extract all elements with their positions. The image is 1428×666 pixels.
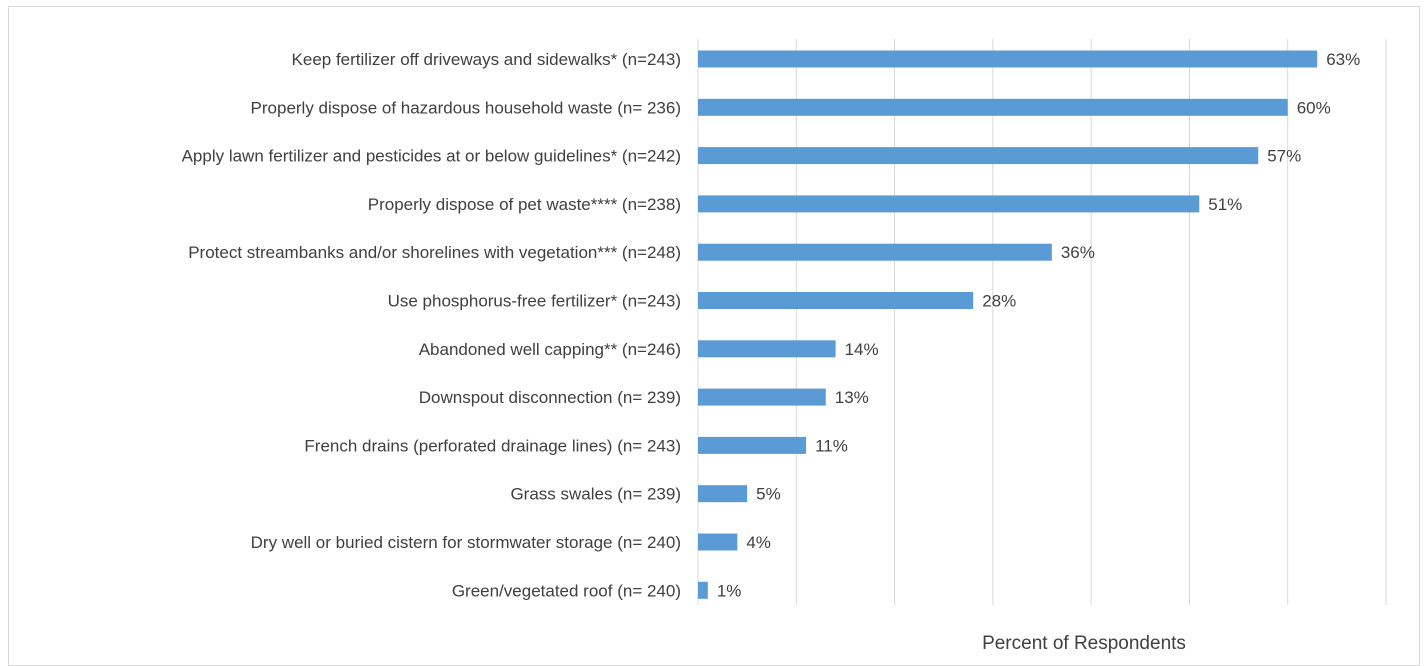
category-label-11: Dry well or buried cistern for stormwate… — [251, 533, 681, 552]
value-label-2: 60% — [1297, 98, 1331, 117]
bar-3 — [698, 147, 1259, 165]
bar-8 — [698, 388, 826, 406]
bar-12 — [698, 581, 708, 599]
category-label-1: Keep fertilizer off driveways and sidewa… — [292, 50, 681, 69]
bar-10 — [698, 485, 748, 503]
category-label-12: Green/vegetated roof (n= 240) — [452, 581, 681, 600]
value-label-6: 28% — [982, 292, 1016, 311]
value-label-8: 13% — [835, 388, 869, 407]
bar-2 — [698, 98, 1288, 116]
bar-11 — [698, 533, 738, 551]
category-labels: Keep fertilizer off driveways and sidewa… — [182, 50, 681, 600]
value-label-12: 1% — [717, 581, 742, 600]
category-label-7: Abandoned well capping** (n=246) — [419, 340, 681, 359]
bars — [698, 50, 1318, 599]
bar-7 — [698, 340, 836, 358]
value-label-11: 4% — [746, 533, 771, 552]
value-labels: 63% 60% 57% 51% 36% 28% 14% 13% 11% 5% 4% 1% — [717, 50, 1360, 600]
value-label-1: 63% — [1326, 50, 1360, 69]
bar-6 — [698, 292, 974, 309]
value-label-4: 51% — [1208, 195, 1242, 214]
category-label-2: Properly dispose of hazardous household … — [251, 98, 681, 117]
value-label-9: 11% — [815, 436, 848, 455]
value-label-10: 5% — [756, 485, 781, 504]
bar-1 — [698, 50, 1318, 68]
bar-9 — [698, 436, 807, 454]
value-label-7: 14% — [845, 340, 879, 359]
bar-5 — [698, 243, 1052, 261]
category-label-10: Grass swales (n= 239) — [510, 485, 681, 504]
value-label-5: 36% — [1061, 243, 1095, 262]
value-label-3: 57% — [1267, 147, 1301, 166]
chart-frame: Keep fertilizer off driveways and sidewa… — [8, 6, 1420, 666]
gridlines — [697, 39, 1387, 605]
bar-4 — [698, 195, 1200, 213]
category-label-3: Apply lawn fertilizer and pesticides at … — [182, 147, 681, 166]
category-label-4: Properly dispose of pet waste**** (n=238… — [368, 195, 681, 214]
horizontal-bar-chart: Keep fertilizer off driveways and sidewa… — [182, 39, 1387, 654]
x-axis-title: Percent of Respondents — [982, 633, 1186, 654]
category-label-9: French drains (perforated drainage lines… — [304, 436, 681, 455]
category-label-5: Protect streambanks and/or shorelines wi… — [188, 243, 681, 262]
category-label-8: Downspout disconnection (n= 239) — [419, 388, 681, 407]
category-label-6: Use phosphorus-free fertilizer* (n=243) — [388, 292, 681, 311]
